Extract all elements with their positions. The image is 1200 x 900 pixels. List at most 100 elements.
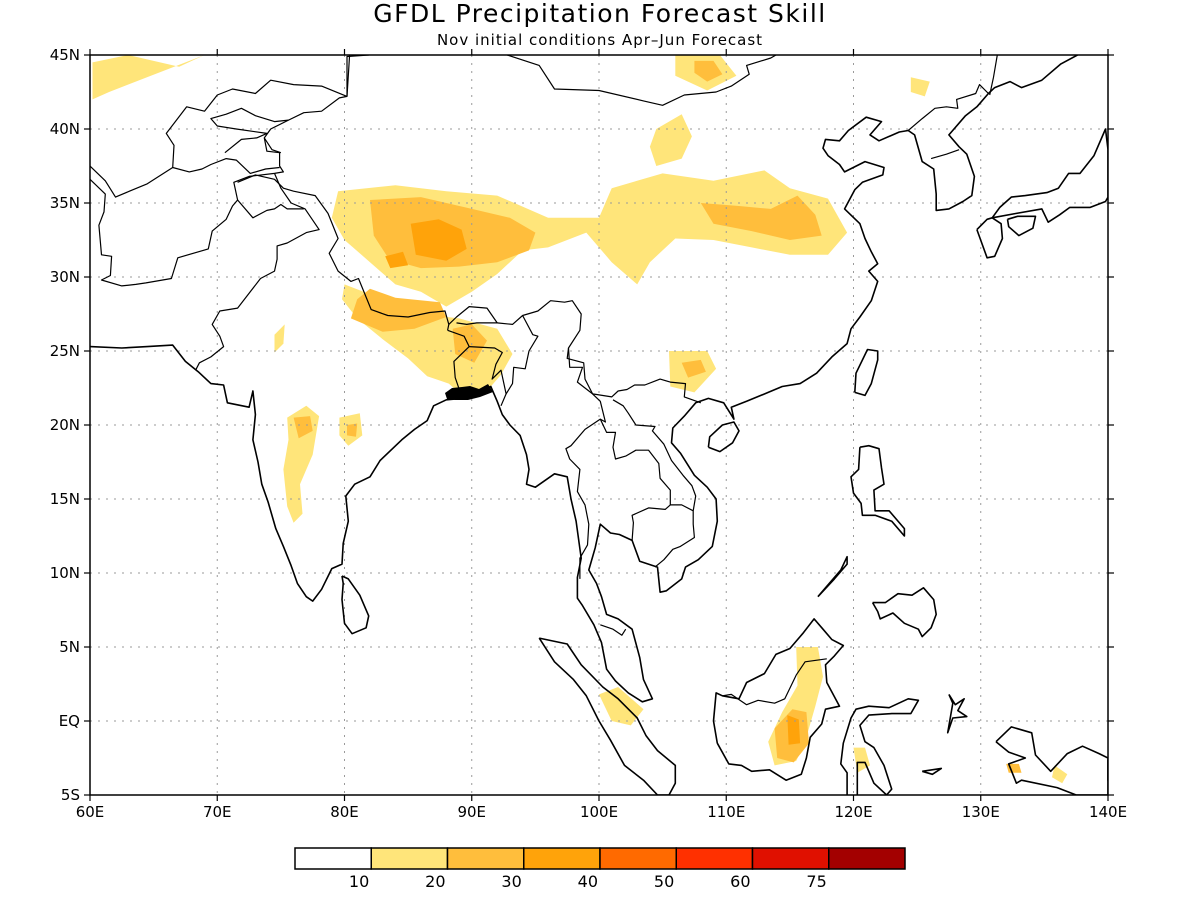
colorbar-label: 10 xyxy=(349,872,369,891)
skill-region-20-16 xyxy=(700,195,822,240)
country-border xyxy=(346,55,351,97)
axis-ticks: 60E 70E 80E 90E 100E 110E 120E 130E 140E 45N 40N 35… xyxy=(50,46,1127,821)
country-border xyxy=(210,107,289,154)
chart-title: GFDL Precipitation Forecast Skill xyxy=(373,0,827,28)
skill-region-10-13 xyxy=(599,687,644,726)
country-border xyxy=(631,504,671,541)
skill-region-20-19 xyxy=(293,416,313,439)
coastline xyxy=(817,555,848,598)
skill-region-30-25 xyxy=(385,251,409,269)
colorbar-swatch xyxy=(446,847,525,870)
skill-region-10-12 xyxy=(1052,765,1068,784)
coastline xyxy=(995,726,1108,795)
country-border xyxy=(237,199,304,219)
country-borders xyxy=(90,28,998,706)
skill-region-20-15 xyxy=(350,288,447,332)
x-tick-label: 110E xyxy=(707,803,745,821)
x-tick-label: 140E xyxy=(1089,803,1127,821)
skill-region-20-17 xyxy=(452,324,487,363)
skill-region-10-3 xyxy=(649,114,692,166)
colorbar-swatch xyxy=(294,847,372,870)
country-border xyxy=(600,624,627,636)
colorbar-swatch xyxy=(523,847,601,870)
colorbar-swatch xyxy=(675,847,754,870)
country-border xyxy=(599,418,694,512)
colorbar-swatch xyxy=(828,847,906,870)
skill-region-10-11 xyxy=(910,77,930,97)
y-tick-label: 30N xyxy=(50,268,80,286)
x-tick-label: 120E xyxy=(834,803,872,821)
skill-region-10-7 xyxy=(283,405,320,523)
coastline xyxy=(921,767,943,776)
y-tick-label: 45N xyxy=(50,46,80,64)
colorbar-label: 20 xyxy=(425,872,445,891)
coastline xyxy=(871,587,937,638)
x-tick-label: 130E xyxy=(962,803,1000,821)
coastline xyxy=(946,693,968,734)
skill-region-30-26 xyxy=(787,715,801,745)
coastline xyxy=(1107,759,1108,782)
colorbar-label: 50 xyxy=(654,872,674,891)
coastline xyxy=(991,128,1108,223)
country-border xyxy=(612,399,697,568)
country-border xyxy=(195,173,320,371)
country-border xyxy=(90,158,280,198)
country-border xyxy=(165,79,348,168)
colorbar: 10 20 30 40 50 60 75 xyxy=(294,847,906,891)
skill-region-20-18 xyxy=(694,60,723,82)
y-tick-label: 35N xyxy=(50,194,80,212)
x-tick-label: 80E xyxy=(330,803,359,821)
country-border xyxy=(722,658,827,706)
y-tick-label: 15N xyxy=(50,490,80,508)
y-tick-label: 5N xyxy=(59,638,80,656)
colorbar-label: 40 xyxy=(578,872,598,891)
y-tick-label: EQ xyxy=(59,712,80,730)
country-border xyxy=(930,149,960,160)
coastline xyxy=(90,55,1078,703)
country-border xyxy=(237,174,450,331)
coastline xyxy=(840,698,920,795)
country-border xyxy=(497,300,702,404)
skill-region-20-20 xyxy=(347,423,358,437)
coastline xyxy=(341,575,370,635)
skill-region-10-6 xyxy=(274,324,285,353)
country-border xyxy=(448,306,498,325)
x-tick-label: 60E xyxy=(76,803,105,821)
coastline xyxy=(538,637,677,795)
y-tick-label: 5S xyxy=(61,786,80,804)
coastline xyxy=(1006,215,1037,237)
country-border xyxy=(263,137,282,154)
colorbar-label: 75 xyxy=(806,872,826,891)
country-border xyxy=(907,84,989,131)
coastline xyxy=(712,618,845,781)
country-border xyxy=(505,315,539,395)
country-border xyxy=(447,329,470,393)
colorbar-swatch xyxy=(370,847,449,870)
y-tick-label: 25N xyxy=(50,342,80,360)
skill-region-30-24 xyxy=(410,219,467,261)
y-tick-label: 40N xyxy=(50,120,80,138)
colorbar-swatch xyxy=(751,847,830,870)
coastlines xyxy=(90,55,1108,795)
colorbar-label: 30 xyxy=(501,872,521,891)
coastline xyxy=(854,348,879,397)
x-tick-label: 90E xyxy=(457,803,486,821)
coastline xyxy=(707,421,740,453)
colorbar-swatch xyxy=(599,847,677,870)
skill-region-10-0 xyxy=(92,55,205,100)
x-tick-label: 70E xyxy=(203,803,232,821)
y-tick-label: 20N xyxy=(50,416,80,434)
coastline xyxy=(976,217,1004,259)
country-border xyxy=(505,55,778,106)
chart-subtitle: Nov initial conditions Apr–Jun Forecast xyxy=(437,31,763,49)
y-tick-label: 10N xyxy=(50,564,80,582)
country-border xyxy=(565,347,606,579)
country-border xyxy=(792,28,849,47)
skill-region-20-22 xyxy=(681,359,706,378)
country-border xyxy=(469,346,507,407)
coastline xyxy=(850,444,906,537)
map-plot-area xyxy=(90,28,1108,795)
country-border xyxy=(989,55,998,96)
bangladesh-delta xyxy=(445,384,493,400)
